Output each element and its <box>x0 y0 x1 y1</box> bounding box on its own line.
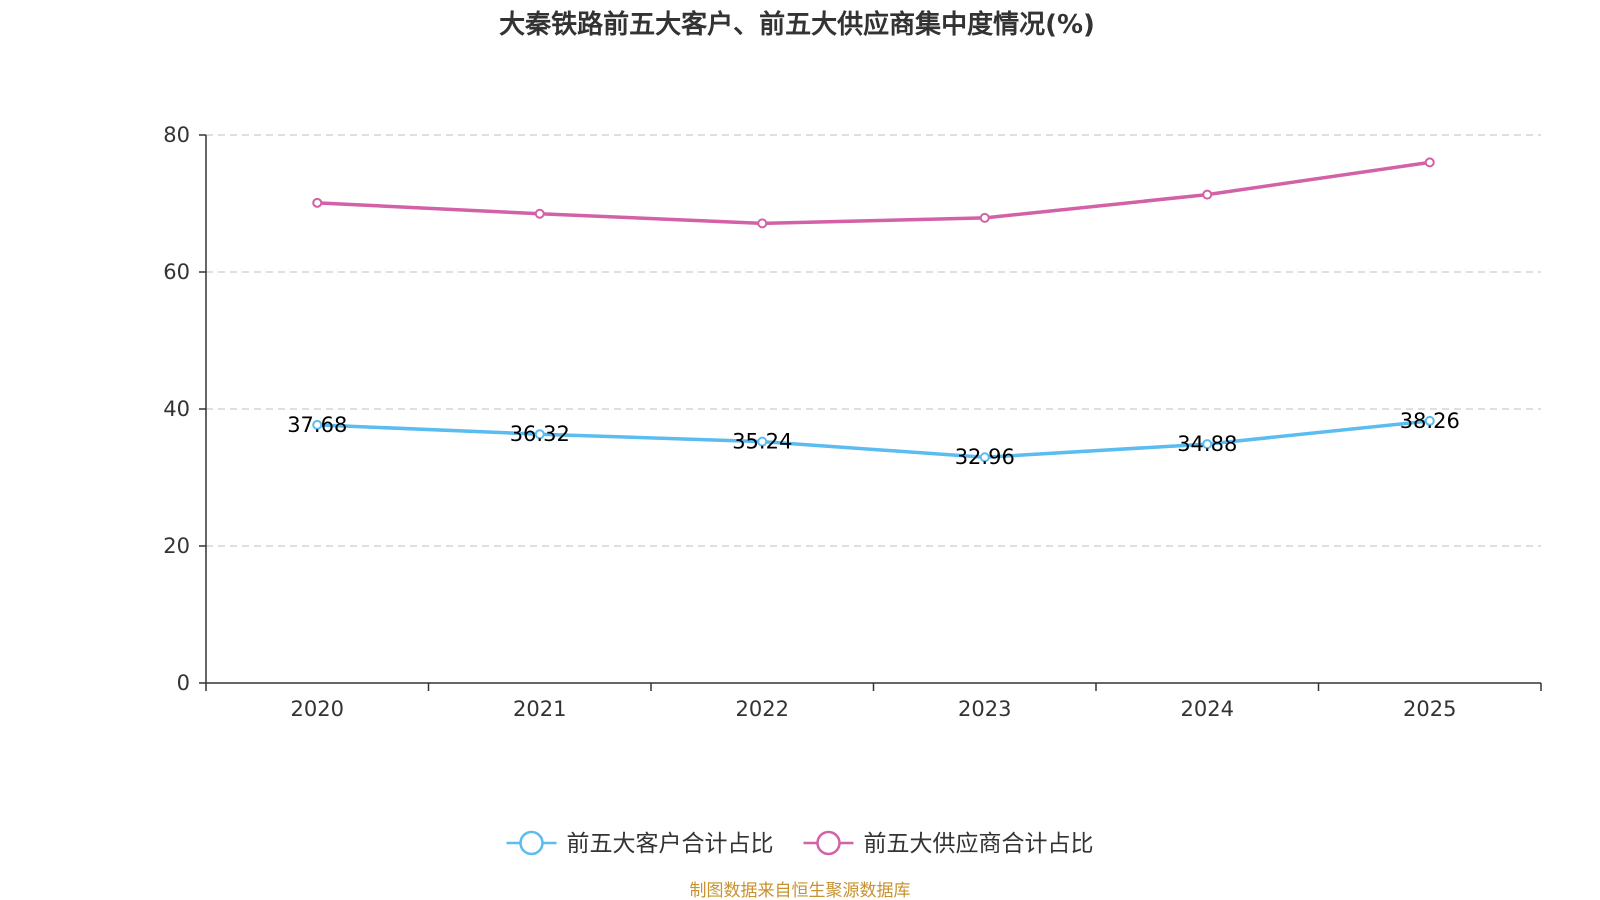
data-point[interactable] <box>1202 439 1213 450</box>
y-tick-label: 0 <box>177 671 190 695</box>
legend-item-2[interactable]: 前五大供应商合计占比 <box>803 830 1094 857</box>
x-tick-label: 2023 <box>958 697 1011 721</box>
x-tick-label: 2025 <box>1403 697 1456 721</box>
legend-marker <box>816 830 841 856</box>
grid-lines <box>206 134 1541 547</box>
legend-label: 前五大客户合计占比 <box>567 831 774 857</box>
chart-title: 大秦铁路前五大客户、前五大供应商集中度情况(%) <box>499 9 1095 40</box>
data-label: 38.26 <box>1400 409 1460 433</box>
data-point[interactable] <box>534 429 545 440</box>
legend-marker <box>519 830 544 856</box>
data-point[interactable] <box>1424 415 1435 426</box>
series-line-1 <box>317 419 1430 459</box>
series-line-2 <box>317 160 1431 226</box>
data-point[interactable] <box>979 452 990 463</box>
data-point[interactable] <box>979 212 990 223</box>
y-tick-label: 60 <box>163 260 190 284</box>
data-point[interactable] <box>534 208 545 219</box>
data-point[interactable] <box>1202 189 1213 200</box>
data-point[interactable] <box>1424 157 1435 168</box>
data-point[interactable] <box>757 436 768 447</box>
data-point[interactable] <box>312 197 323 208</box>
x-tick-label: 2022 <box>736 697 789 721</box>
legend-item-1[interactable]: 前五大客户合计占比 <box>506 830 774 857</box>
y-tick-label: 20 <box>163 534 190 558</box>
data-label: 35.24 <box>732 430 792 454</box>
data-label: 36.32 <box>510 422 570 446</box>
legend[interactable]: 前五大客户合计占比 前五大供应商合计占比 <box>506 830 1094 857</box>
y-tick-label: 80 <box>163 123 190 147</box>
y-tick-label: 40 <box>163 397 190 421</box>
x-tick-label: 2020 <box>291 697 344 721</box>
data-label: 32.96 <box>955 445 1015 469</box>
data-label: 37.68 <box>287 413 347 437</box>
series-group <box>312 157 1435 463</box>
axes: 0 20 40 60 80 2020 2021 2022 2023 2024 2025 <box>163 123 1542 721</box>
data-labels: 37.68 36.32 35.24 32.96 34.88 38.26 <box>287 409 1460 469</box>
x-tick-label: 2021 <box>513 697 566 721</box>
legend-label: 前五大供应商合计占比 <box>864 831 1094 857</box>
data-point[interactable] <box>312 419 323 430</box>
x-tick-label: 2024 <box>1181 697 1234 721</box>
source-note: 制图数据来自恒生聚源数据库 <box>690 881 911 900</box>
data-label: 34.88 <box>1177 432 1237 456</box>
data-point[interactable] <box>757 218 768 229</box>
